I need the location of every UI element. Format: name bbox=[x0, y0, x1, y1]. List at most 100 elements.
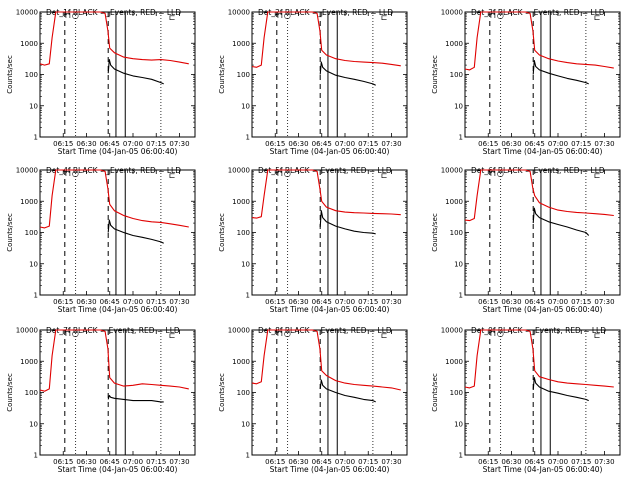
plot-frame bbox=[464, 169, 621, 296]
x-tick-label: 07:30 bbox=[381, 458, 401, 466]
y-tick-label: 10000 bbox=[441, 167, 463, 175]
corner-glyph: ⊓ bbox=[277, 11, 283, 20]
panel-title: Det_3f BLACK = Events, RED = LLD bbox=[471, 8, 605, 17]
corner-glyph: ⊓ bbox=[277, 169, 283, 178]
x-tick-label: 07:30 bbox=[594, 298, 614, 306]
x-tick-label: 07:00 bbox=[548, 140, 568, 148]
y-tick-label: 10 bbox=[454, 420, 463, 428]
x-tick-label: 06:15 bbox=[478, 458, 498, 466]
x-axis-label: Start Time (04-Jan-05 06:00:40) bbox=[58, 147, 178, 156]
y-tick-label: 10 bbox=[241, 420, 250, 428]
x-tick-label: 06:45 bbox=[312, 140, 332, 148]
x-tick-label: 07:15 bbox=[146, 458, 166, 466]
panel-title: Det_6f BLACK = Events, RED = LLD bbox=[471, 166, 605, 175]
panel-title: Det_1f BLACK =_Events, RED = LLD bbox=[46, 8, 181, 17]
x-tick-label: 06:30 bbox=[288, 458, 308, 466]
events-series-line bbox=[319, 61, 376, 86]
x-tick-label: 07:15 bbox=[358, 140, 378, 148]
x-tick-label: 06:30 bbox=[501, 458, 521, 466]
corner-glyph: ○ bbox=[497, 169, 504, 178]
y-tick-label: 1000 bbox=[232, 358, 250, 366]
y-tick-label: 1000 bbox=[20, 198, 38, 206]
x-axis-label: Start Time (04-Jan-05 06:00:40) bbox=[483, 305, 603, 314]
y-tick-label: 1 bbox=[246, 292, 250, 300]
lld-series-line bbox=[464, 169, 614, 222]
x-tick-label: 07:00 bbox=[123, 298, 143, 306]
corner-glyph: ⊏ bbox=[169, 13, 176, 22]
y-tick-label: 10 bbox=[29, 420, 38, 428]
corner-glyph: ○ bbox=[72, 11, 79, 20]
y-tick-label: 1 bbox=[246, 134, 250, 142]
y-tick-label: 10 bbox=[241, 260, 250, 268]
x-axis-label: Start Time (04-Jan-05 06:00:40) bbox=[270, 147, 390, 156]
panel-title: Det_9f BLACK =_Events, RED = LLD bbox=[471, 326, 606, 335]
x-tick-label: 07:15 bbox=[358, 458, 378, 466]
x-tick-label: 06:30 bbox=[288, 298, 308, 306]
y-axis-label: Counts/sec bbox=[6, 55, 14, 94]
y-tick-label: 1 bbox=[246, 452, 250, 460]
y-tick-label: 1000 bbox=[445, 40, 463, 48]
x-tick-label: 06:15 bbox=[478, 298, 498, 306]
detector-panel-9f: Det_9f BLACK =_Events, RED = LLD 1 10 100 10… bbox=[431, 326, 621, 474]
y-tick-label: 10 bbox=[454, 260, 463, 268]
x-tick-label: 07:15 bbox=[571, 458, 591, 466]
lld-series-line bbox=[251, 329, 401, 391]
events-series-line bbox=[319, 210, 376, 235]
corner-glyph: ⊏ bbox=[594, 331, 601, 340]
x-tick-label: 07:15 bbox=[571, 140, 591, 148]
corner-glyph: ⊏ bbox=[381, 13, 388, 22]
corner-glyph: ○ bbox=[284, 329, 291, 338]
x-tick-label: 06:45 bbox=[100, 458, 120, 466]
y-axis-label: Counts/sec bbox=[431, 373, 439, 412]
x-tick-label: 06:30 bbox=[76, 298, 96, 306]
x-axis-label: Start Time (04-Jan-05 06:00:40) bbox=[270, 305, 390, 314]
corner-glyph: ⊏ bbox=[381, 331, 388, 340]
x-axis-label: Start Time (04-Jan-05 06:00:40) bbox=[270, 465, 390, 474]
y-tick-label: 1000 bbox=[232, 40, 250, 48]
lld-series-line bbox=[251, 169, 401, 219]
x-tick-label: 07:15 bbox=[358, 298, 378, 306]
y-tick-label: 100 bbox=[237, 389, 250, 397]
x-tick-label: 07:30 bbox=[594, 140, 614, 148]
lld-series-line bbox=[39, 11, 189, 66]
y-tick-label: 1 bbox=[459, 452, 463, 460]
corner-glyph: ○ bbox=[497, 11, 504, 20]
x-tick-label: 06:30 bbox=[76, 458, 96, 466]
x-tick-label: 06:45 bbox=[525, 298, 545, 306]
x-axis-label: Start Time (04-Jan-05 06:00:40) bbox=[58, 465, 178, 474]
y-tick-label: 100 bbox=[450, 389, 463, 397]
y-axis-label: Counts/sec bbox=[218, 213, 226, 252]
x-tick-label: 07:00 bbox=[335, 140, 355, 148]
y-tick-label: 10000 bbox=[441, 327, 463, 335]
events-series-line bbox=[319, 379, 376, 403]
plot-frame bbox=[39, 329, 196, 456]
x-tick-label: 06:15 bbox=[53, 140, 73, 148]
x-axis-label: Start Time (04-Jan-05 06:00:40) bbox=[483, 465, 603, 474]
y-tick-label: 10000 bbox=[16, 327, 38, 335]
x-tick-label: 06:45 bbox=[100, 298, 120, 306]
plot-frame bbox=[39, 11, 196, 138]
x-tick-label: 07:30 bbox=[381, 140, 401, 148]
lld-series-line bbox=[464, 329, 614, 389]
y-axis-label: Counts/sec bbox=[6, 373, 14, 412]
corner-glyph: ⊓ bbox=[490, 169, 496, 178]
x-tick-label: 07:15 bbox=[571, 298, 591, 306]
x-tick-label: 07:30 bbox=[381, 298, 401, 306]
y-axis-label: Counts/sec bbox=[218, 55, 226, 94]
lld-series-line bbox=[39, 329, 189, 392]
y-tick-label: 1000 bbox=[445, 198, 463, 206]
y-tick-label: 1 bbox=[34, 452, 38, 460]
x-tick-label: 06:15 bbox=[265, 298, 285, 306]
events-series-line bbox=[532, 207, 590, 236]
x-tick-label: 06:15 bbox=[53, 298, 73, 306]
y-tick-label: 10000 bbox=[228, 9, 250, 17]
corner-glyph: ⊓ bbox=[490, 329, 496, 338]
y-tick-label: 1 bbox=[459, 292, 463, 300]
y-tick-label: 1 bbox=[34, 134, 38, 142]
y-tick-label: 100 bbox=[237, 71, 250, 79]
x-tick-label: 07:30 bbox=[169, 140, 189, 148]
y-tick-label: 1000 bbox=[20, 358, 38, 366]
x-tick-label: 07:30 bbox=[169, 458, 189, 466]
panel-title: Det_5f BLACK = Events, RED = LLD bbox=[258, 166, 392, 175]
corner-glyph: ○ bbox=[497, 329, 504, 338]
